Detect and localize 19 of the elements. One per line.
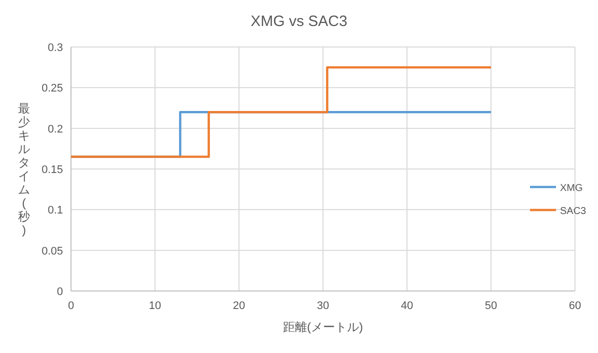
x-tick-label: 60 [568,300,582,312]
x-tick-label: 40 [400,300,414,312]
chart-title: XMG vs SAC3 [250,13,348,30]
legend-label: XMG [560,183,583,194]
y-tick-label: 0.05 [42,245,63,258]
x-tick-label: 50 [484,300,498,312]
y-tick-label: 0.25 [42,82,63,95]
x-tick-label: 0 [68,300,74,312]
x-tick-label: 20 [232,300,246,312]
x-tick-label: 10 [148,300,162,312]
x-tick-label: 30 [316,300,330,312]
y-tick-label: 0 [56,286,63,298]
y-tick-label: 0.15 [42,164,63,176]
legend-label: SAC3 [560,206,587,217]
x-axis-title: 距離(メートル) [283,320,363,334]
y-tick-label: 0.2 [48,123,63,136]
text: 最少キルタイム(秒) [18,101,30,237]
y-tick-label: 0.1 [48,204,63,217]
y-tick-label: 0.3 [48,42,63,54]
